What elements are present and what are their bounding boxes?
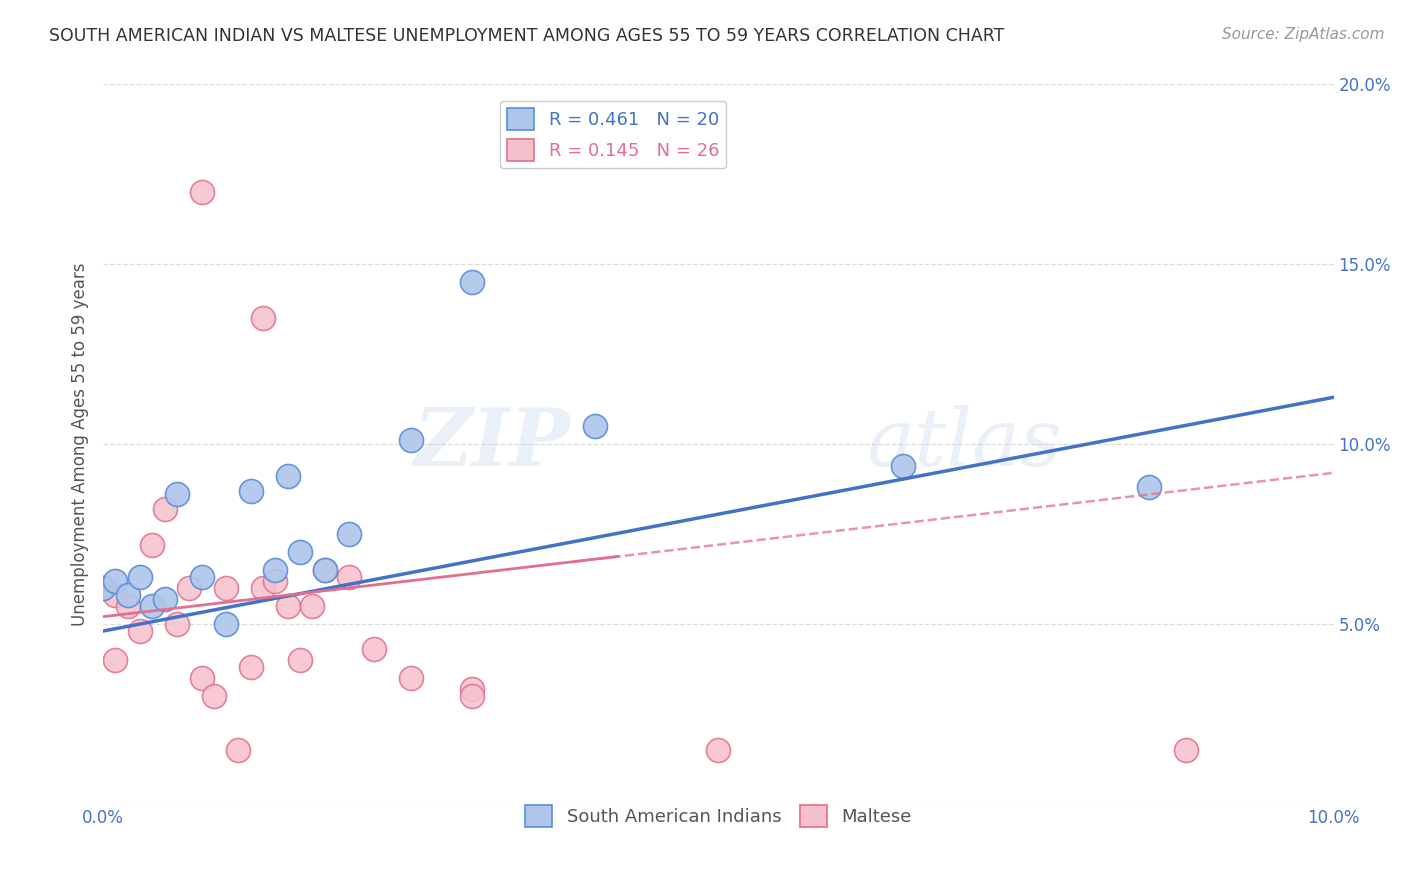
Point	[117, 599, 139, 613]
Point	[190, 570, 212, 584]
Point	[141, 599, 163, 613]
Point	[252, 311, 274, 326]
Point	[277, 469, 299, 483]
Point	[399, 434, 422, 448]
Text: SOUTH AMERICAN INDIAN VS MALTESE UNEMPLOYMENT AMONG AGES 55 TO 59 YEARS CORRELAT: SOUTH AMERICAN INDIAN VS MALTESE UNEMPLO…	[49, 27, 1004, 45]
Text: Source: ZipAtlas.com: Source: ZipAtlas.com	[1222, 27, 1385, 42]
Point	[153, 591, 176, 606]
Point	[337, 570, 360, 584]
Point	[891, 458, 914, 473]
Y-axis label: Unemployment Among Ages 55 to 59 years: Unemployment Among Ages 55 to 59 years	[72, 262, 89, 626]
Point	[104, 574, 127, 588]
Point	[166, 487, 188, 501]
Point	[190, 186, 212, 200]
Point	[314, 563, 336, 577]
Point	[91, 581, 114, 595]
Point	[363, 642, 385, 657]
Point	[104, 653, 127, 667]
Point	[179, 581, 201, 595]
Point	[301, 599, 323, 613]
Point	[239, 483, 262, 498]
Point	[190, 671, 212, 685]
Point	[583, 419, 606, 434]
Point	[252, 581, 274, 595]
Point	[288, 545, 311, 559]
Point	[215, 616, 238, 631]
Point	[461, 275, 484, 289]
Point	[153, 501, 176, 516]
Text: ZIP: ZIP	[413, 405, 571, 483]
Point	[104, 588, 127, 602]
Point	[215, 581, 238, 595]
Point	[166, 616, 188, 631]
Point	[117, 588, 139, 602]
Point	[337, 527, 360, 541]
Point	[707, 742, 730, 756]
Point	[202, 689, 225, 703]
Point	[129, 570, 152, 584]
Legend: South American Indians, Maltese: South American Indians, Maltese	[517, 797, 918, 834]
Point	[141, 538, 163, 552]
Point	[399, 671, 422, 685]
Point	[91, 581, 114, 595]
Point	[228, 742, 250, 756]
Point	[461, 689, 484, 703]
Point	[264, 563, 287, 577]
Point	[1175, 742, 1198, 756]
Point	[277, 599, 299, 613]
Point	[314, 563, 336, 577]
Text: atlas: atlas	[866, 405, 1062, 483]
Point	[239, 660, 262, 674]
Point	[129, 624, 152, 638]
Point	[461, 681, 484, 696]
Point	[264, 574, 287, 588]
Point	[288, 653, 311, 667]
Point	[1137, 480, 1160, 494]
